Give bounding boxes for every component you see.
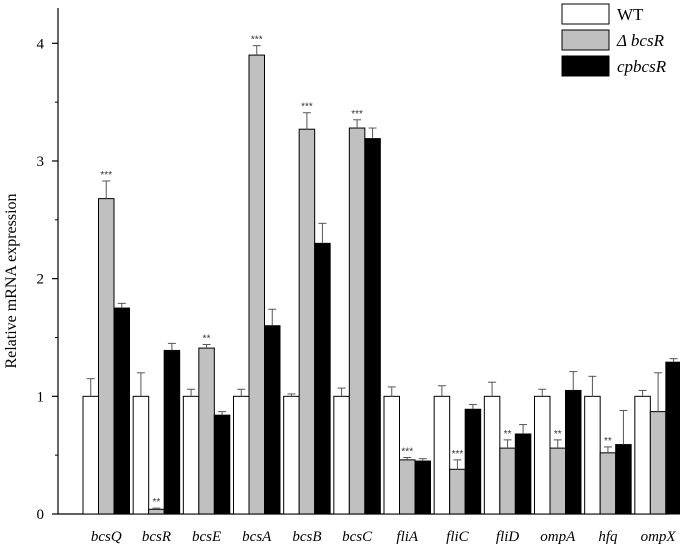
y-tick-label: 4 — [37, 36, 45, 52]
bar-fliA-2 — [414, 460, 431, 515]
legend-swatch — [561, 29, 610, 51]
significance-mark: *** — [251, 35, 263, 46]
bar-ompX-1 — [649, 411, 667, 515]
x-tick-label: bcsQ — [91, 529, 122, 545]
x-tick-label: bcsR — [142, 529, 171, 545]
bar-ompA-2 — [565, 389, 582, 515]
significance-mark: ** — [153, 497, 161, 508]
significance-marks: ******************* ***** **** — [100, 35, 612, 508]
bar-bcsB-0 — [283, 395, 300, 515]
bar-bcsE-1 — [198, 347, 215, 515]
x-tick-label: ompX — [641, 529, 677, 545]
significance-mark: *** — [100, 170, 112, 181]
bar-fliC-1 — [449, 468, 466, 515]
bar-bcsQ-1 — [98, 198, 115, 515]
bar-ompA-1 — [549, 447, 566, 515]
bar-fliA-1 — [399, 459, 416, 515]
significance-mark: ** — [604, 436, 612, 447]
bar-bcsQ-0 — [82, 395, 99, 515]
bar-fliC-0 — [433, 395, 451, 515]
x-tick-label: bcsB — [292, 529, 321, 545]
x-tick-label: bcsC — [342, 529, 373, 545]
bar-bcsC-2 — [364, 138, 381, 515]
significance-mark: *** — [452, 449, 464, 460]
bar-bcsR-1 — [148, 508, 165, 515]
y-tick-label: 3 — [37, 154, 45, 170]
bar-fliA-0 — [383, 395, 400, 515]
bars — [82, 54, 680, 515]
legend-label: Δ bcsR — [616, 31, 665, 50]
significance-mark: ** — [504, 429, 512, 440]
bar-hfq-0 — [584, 395, 601, 515]
x-tick-label: bcsE — [192, 529, 221, 545]
bar-bcsR-2 — [163, 349, 181, 515]
y-ticks: 0 1 2 3 4 — [37, 36, 58, 523]
legend: WT Δ bcsR cpbcsR — [561, 3, 667, 77]
bar-hfq-1 — [599, 452, 617, 515]
bar-bcsA-0 — [233, 395, 250, 515]
x-tick-label: fliC — [446, 529, 470, 545]
legend-swatch — [561, 3, 610, 25]
x-tick-labels: bcsQ bcsR bcsE bcsA bcsB bcsC fliA fliC fliD ompA… — [91, 529, 677, 545]
bar-fliD-1 — [499, 447, 516, 515]
y-tick-label: 2 — [37, 272, 45, 288]
bar-fliD-0 — [483, 395, 501, 515]
bar-ompA-0 — [534, 395, 551, 515]
bar-bcsA-2 — [264, 325, 281, 515]
bar-fliC-2 — [464, 408, 482, 515]
legend-label: WT — [617, 5, 644, 24]
x-tick-label: ompA — [540, 529, 576, 545]
x-tick-label: fliA — [396, 529, 419, 545]
bar-bcsB-1 — [298, 128, 316, 515]
significance-mark: ** — [203, 334, 211, 345]
significance-mark: *** — [401, 447, 413, 458]
bar-bcsQ-2 — [113, 307, 130, 515]
y-axis-label: Relative mRNA expression — [3, 193, 20, 368]
y-tick-label: 0 — [37, 507, 45, 523]
bar-bcsB-2 — [314, 242, 331, 515]
bar-bcsA-1 — [248, 54, 265, 515]
bar-fliD-2 — [514, 433, 532, 515]
x-tick-label: hfq — [598, 529, 618, 545]
bar-ompX-0 — [634, 395, 651, 515]
legend-label: cpbcsR — [617, 57, 667, 76]
y-tick-label: 1 — [37, 389, 45, 405]
bar-bcsC-1 — [348, 127, 366, 515]
significance-mark: *** — [351, 109, 363, 120]
x-tick-label: fliD — [496, 529, 520, 545]
bar-bcsE-2 — [213, 414, 231, 515]
x-tick-label: bcsA — [242, 529, 272, 545]
legend-swatch — [561, 55, 610, 77]
bar-ompX-2 — [665, 361, 680, 515]
bar-bcsE-0 — [182, 395, 200, 515]
bar-hfq-2 — [615, 444, 632, 515]
error-bars — [86, 45, 678, 510]
bar-bcsR-0 — [132, 395, 150, 515]
significance-mark: ** — [554, 429, 562, 440]
bar-bcsC-0 — [333, 395, 350, 515]
significance-mark: *** — [301, 102, 313, 113]
